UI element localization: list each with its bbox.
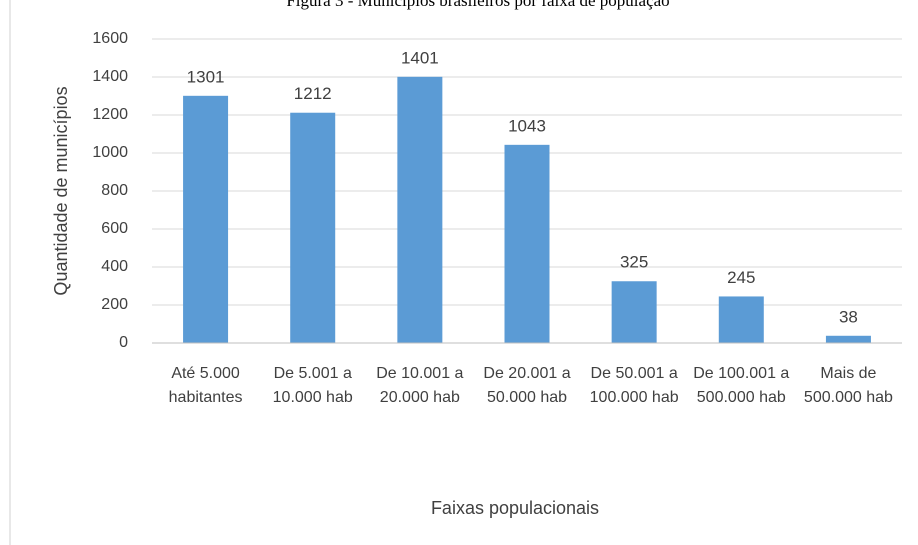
- y-tick-label: 400: [101, 258, 128, 275]
- x-tick-label: De 10.001 a 20.000 hab: [376, 365, 464, 406]
- y-tick-label: 800: [101, 182, 128, 199]
- value-label: 1043: [508, 116, 546, 135]
- bar: [183, 95, 229, 343]
- value-label: 325: [620, 253, 648, 272]
- x-tick-label: De 5.001 a 10.000 hab: [272, 365, 353, 406]
- x-tick-label: De 20.001 a 50.000 hab: [483, 365, 571, 406]
- x-axis-title: Faixas populacionais: [431, 498, 599, 518]
- x-tick-label: Mais de 500.000 hab: [803, 365, 893, 406]
- y-tick-label: 1000: [92, 144, 128, 161]
- y-tick-label: 600: [101, 220, 128, 237]
- y-axis-title: Quantidade de municípios: [51, 86, 71, 295]
- bar: [290, 112, 336, 343]
- bar: [611, 281, 657, 343]
- value-label: 245: [727, 268, 755, 287]
- bar: [718, 296, 764, 343]
- x-tick-label: De 50.001 a 100.000 hab: [589, 365, 679, 406]
- y-tick-label: 1600: [92, 30, 128, 47]
- value-label: 38: [839, 307, 858, 326]
- bar: [504, 144, 550, 343]
- x-tick-label: Até 5.000 habitantes: [168, 365, 243, 406]
- bar: [397, 76, 443, 343]
- value-label: 1301: [187, 67, 225, 86]
- y-tick-label: 1200: [92, 106, 128, 123]
- y-tick-label: 1400: [92, 68, 128, 85]
- value-label: 1212: [294, 84, 332, 103]
- chart-title: Figura 3 - Municípios brasileiros por fa…: [286, 0, 669, 10]
- bar: [825, 335, 871, 343]
- y-tick-label: 200: [101, 296, 128, 313]
- value-label: 1401: [401, 48, 439, 67]
- y-tick-label: 0: [119, 334, 128, 351]
- x-tick-label: De 100.001 a 500.000 hab: [693, 365, 790, 406]
